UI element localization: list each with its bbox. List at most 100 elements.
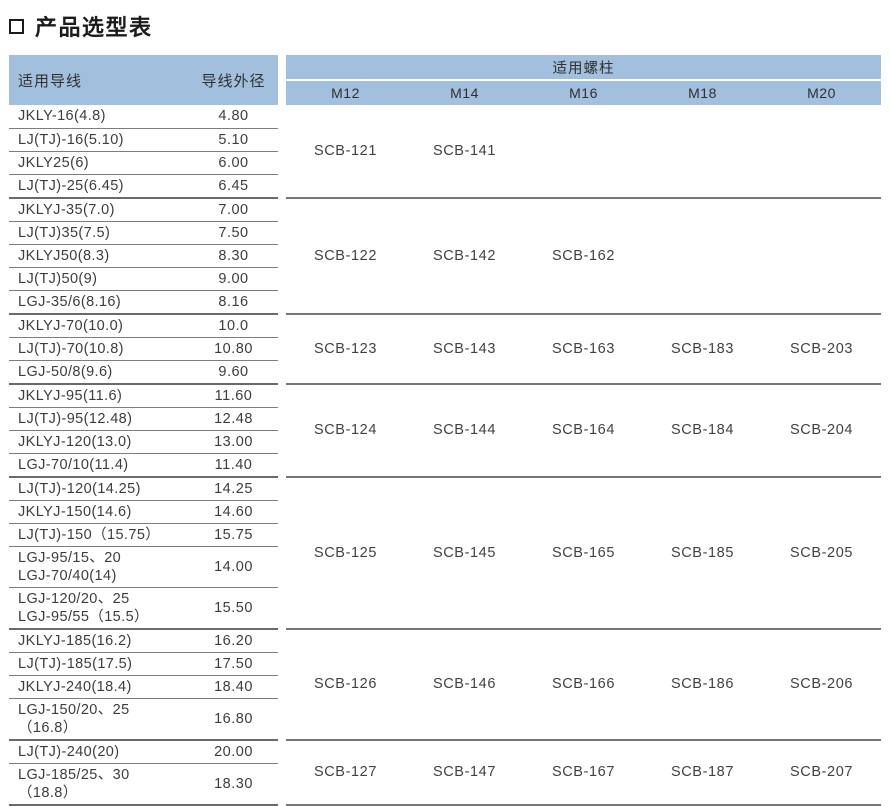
column-gap <box>278 546 286 587</box>
stud-cell: SCB-167 <box>524 739 643 806</box>
column-gap <box>278 151 286 174</box>
conductor-cell: JKLYJ-35(7.0) <box>9 197 189 222</box>
diameter-cell: 15.50 <box>189 587 278 630</box>
diameter-cell: 5.10 <box>189 128 278 152</box>
conductor-cell: JKLYJ-240(18.4) <box>9 675 189 699</box>
conductor-cell: LGJ-50/8(9.6) <box>9 360 189 385</box>
stud-cell <box>643 197 762 315</box>
column-header-m20: M20 <box>762 80 882 105</box>
conductor-line: LJ(TJ)-70(10.8) <box>18 340 124 357</box>
table-row: JKLY25(6) 6.00 <box>9 151 881 175</box>
table-row: LJ(TJ)35(7.5) 7.50 <box>9 221 881 245</box>
table-row: LJ(TJ)50(9) 9.00 <box>9 267 881 291</box>
stud-cell: SCB-146 <box>405 628 524 741</box>
column-gap <box>278 267 286 290</box>
table-row: LJ(TJ)-185(17.5) 17.50 <box>9 652 881 676</box>
stud-cell: SCB-207 <box>762 739 882 806</box>
conductor-line: JKLYJ-150(14.6) <box>18 503 132 520</box>
conductor-line: LGJ-70/40(14) <box>18 567 117 584</box>
column-gap <box>278 360 286 384</box>
column-gap <box>278 383 286 407</box>
table-header: 适用导线 导线外径 适用螺柱 M12 M14 M16 M18 M20 <box>9 55 882 105</box>
table-row: JKLYJ-150(14.6) 14.60 <box>9 500 881 524</box>
table-row: JKLYJ-185(16.2) 16.20 SCB-126 SCB-146 SCB-16… <box>9 628 882 741</box>
conductor-cell: LGJ-185/25、30 （18.8） <box>9 763 189 806</box>
column-gap <box>278 500 286 523</box>
diameter-cell: 6.45 <box>189 174 278 199</box>
column-gap <box>278 698 286 740</box>
column-gap <box>278 453 286 477</box>
diameter-cell: 12.48 <box>189 407 278 431</box>
conductor-cell: LGJ-95/15、20 LGJ-70/40(14) <box>9 546 189 588</box>
diameter-cell: 11.40 <box>189 453 278 478</box>
stud-cell <box>762 105 882 199</box>
diameter-cell: 14.00 <box>189 546 278 588</box>
diameter-cell: 14.60 <box>189 500 278 524</box>
conductor-cell: JKLY25(6) <box>9 151 189 175</box>
diameter-cell: 14.25 <box>189 476 278 501</box>
conductor-line: （16.8） <box>18 719 78 736</box>
diameter-cell: 17.50 <box>189 652 278 676</box>
table-row: JKLYJ-240(18.4) 18.40 <box>9 675 881 699</box>
diameter-cell: 16.20 <box>189 628 278 653</box>
conductor-line: LGJ-185/25、30 <box>18 766 130 783</box>
table-row: LJ(TJ)-95(12.48) 12.48 <box>9 407 881 431</box>
stud-cell <box>643 105 762 199</box>
table-row: LGJ-50/8(9.6) 9.60 <box>9 360 881 385</box>
stud-cell: SCB-125 <box>286 476 405 630</box>
diameter-cell: 9.00 <box>189 267 278 291</box>
table-row: LGJ-70/10(11.4) 11.40 <box>9 453 881 478</box>
stud-cell: SCB-185 <box>643 476 762 630</box>
column-gap <box>278 652 286 675</box>
product-selection-table: 适用导线 导线外径 适用螺柱 M12 M14 M16 M18 M20 JKLY-… <box>9 55 882 806</box>
conductor-line: LJ(TJ)-25(6.45) <box>18 177 124 194</box>
column-gap <box>278 174 286 198</box>
column-gap <box>278 128 286 151</box>
conductor-cell: JKLYJ-95(11.6) <box>9 383 189 408</box>
stud-cell: SCB-165 <box>524 476 643 630</box>
stud-cell: SCB-204 <box>762 383 882 478</box>
conductor-cell: LJ(TJ)35(7.5) <box>9 221 189 245</box>
diameter-cell: 15.75 <box>189 523 278 547</box>
column-gap <box>278 244 286 267</box>
conductor-cell: LGJ-120/20、25 LGJ-95/55（15.5） <box>9 587 189 630</box>
conductor-line: JKLY-16(4.8) <box>18 108 106 125</box>
table-row: LGJ-95/15、20 LGJ-70/40(14) 14.00 <box>9 546 881 588</box>
stud-cell: SCB-147 <box>405 739 524 806</box>
conductor-cell: LJ(TJ)-25(6.45) <box>9 174 189 199</box>
column-gap <box>278 337 286 360</box>
table-row: LJ(TJ)-120(14.25) 14.25 SCB-125 SCB-145 SCB-… <box>9 476 882 630</box>
conductor-line: LGJ-95/55（15.5） <box>18 608 149 625</box>
conductor-cell: JKLYJ-150(14.6) <box>9 500 189 524</box>
diameter-cell: 18.30 <box>189 763 278 806</box>
stud-cell: SCB-183 <box>643 313 762 385</box>
conductor-line: LJ(TJ)50(9) <box>18 270 98 287</box>
diameter-cell: 6.00 <box>189 151 278 175</box>
table-row: JKLY-16(4.8) 4.80 SCB-121 SCB-141 <box>9 105 882 199</box>
conductor-line: LJ(TJ)35(7.5) <box>18 224 111 241</box>
conductor-line: LGJ-70/10(11.4) <box>18 456 129 473</box>
column-header-m18: M18 <box>643 80 762 105</box>
conductor-cell: JKLYJ-70(10.0) <box>9 313 189 338</box>
page-title-text: 产品选型表 <box>35 15 153 40</box>
conductor-line: LGJ-50/8(9.6) <box>18 363 113 380</box>
diameter-cell: 10.0 <box>189 313 278 338</box>
conductor-cell: JKLYJ50(8.3) <box>9 244 189 268</box>
table-row: JKLYJ-35(7.0) 7.00 SCB-122 SCB-142 SCB-162 <box>9 197 882 315</box>
table-row: LGJ-120/20、25 LGJ-95/55（15.5） 15.50 <box>9 587 881 630</box>
diameter-cell: 7.50 <box>189 221 278 245</box>
column-gap <box>278 221 286 244</box>
diameter-cell: 4.80 <box>189 105 278 129</box>
stud-cell: SCB-123 <box>286 313 405 385</box>
conductor-line: LGJ-35/6(8.16) <box>18 293 122 310</box>
stud-cell: SCB-127 <box>286 739 405 806</box>
column-gap <box>278 407 286 430</box>
table-row: LJ(TJ)-240(20) 20.00 SCB-127 SCB-147 SCB-167… <box>9 739 882 806</box>
diameter-cell: 13.00 <box>189 430 278 454</box>
stud-cell: SCB-145 <box>405 476 524 630</box>
conductor-cell: LJ(TJ)50(9) <box>9 267 189 291</box>
stud-cell: SCB-205 <box>762 476 882 630</box>
conductor-cell: LJ(TJ)-185(17.5) <box>9 652 189 676</box>
table-row: LJ(TJ)-70(10.8) 10.80 <box>9 337 881 361</box>
conductor-cell: LJ(TJ)-70(10.8) <box>9 337 189 361</box>
